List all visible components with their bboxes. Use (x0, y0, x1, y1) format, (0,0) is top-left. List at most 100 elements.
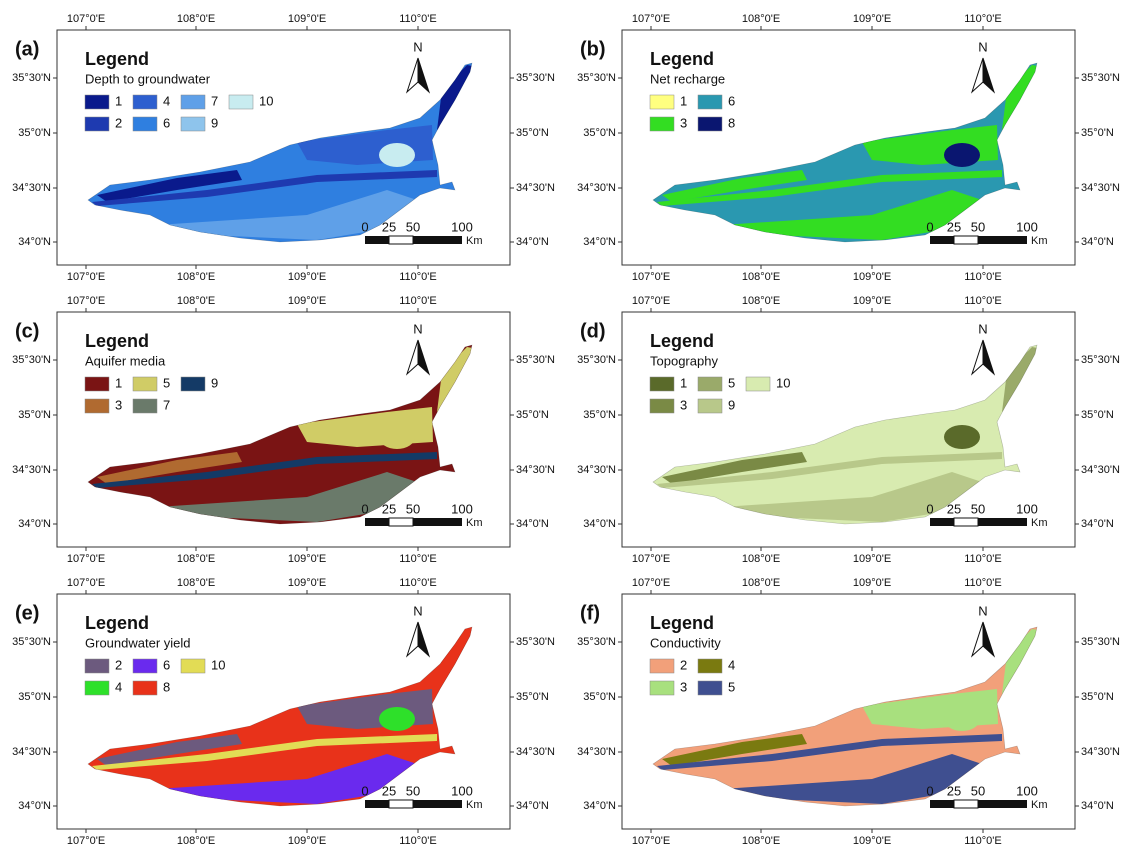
latitude-label: 35°0'N (1081, 127, 1114, 139)
longitude-label: 109°0'E (288, 835, 326, 846)
legend-label: 9 (211, 375, 218, 390)
scale-bar (413, 800, 462, 808)
latitude-label: 35°0'N (18, 127, 51, 139)
legend-layer: Net recharge (650, 71, 725, 86)
latitude-label: 34°0'N (1081, 518, 1114, 530)
longitude-label: 107°0'E (632, 835, 670, 846)
legend-swatch (650, 681, 674, 695)
legend-swatch (85, 377, 109, 391)
legend-swatch (85, 399, 109, 413)
latitude-label: 35°0'N (1081, 409, 1114, 421)
longitude-label: 108°0'E (742, 271, 780, 283)
longitude-label: 108°0'E (177, 13, 215, 25)
scale-label: 50 (406, 219, 420, 234)
longitude-label: 108°0'E (742, 577, 780, 589)
latitude-label: 34°0'N (18, 518, 51, 530)
latitude-label: 35°30'N (1081, 636, 1120, 648)
longitude-label: 109°0'E (288, 13, 326, 25)
latitude-label: 35°30'N (516, 636, 555, 648)
class-zone (944, 425, 980, 449)
longitude-label: 107°0'E (67, 577, 105, 589)
longitude-label: 108°0'E (742, 13, 780, 25)
scale-label: 0 (361, 219, 368, 234)
legend-label: 8 (728, 115, 735, 130)
legend-swatch (746, 377, 770, 391)
legend-title: Legend (85, 613, 149, 633)
longitude-label: 107°0'E (632, 577, 670, 589)
scale-unit: Km (466, 235, 483, 247)
legend-swatch (133, 117, 157, 131)
latitude-label: 35°30'N (12, 636, 51, 648)
latitude-label: 35°30'N (577, 636, 616, 648)
scale-label: 100 (451, 501, 473, 516)
legend-label: 9 (211, 115, 218, 130)
legend-swatch (181, 377, 205, 391)
longitude-label: 108°0'E (742, 835, 780, 846)
latitude-label: 35°0'N (583, 127, 616, 139)
latitude-label: 34°30'N (577, 746, 616, 758)
scale-label: 25 (382, 783, 396, 798)
longitude-label: 109°0'E (288, 271, 326, 283)
scale-label: 25 (947, 219, 961, 234)
class-zone (379, 707, 415, 731)
class-zone (944, 143, 980, 167)
latitude-label: 34°30'N (1081, 182, 1120, 194)
longitude-label: 109°0'E (853, 295, 891, 307)
latitude-label: 34°0'N (583, 800, 616, 812)
legend-label: 5 (728, 679, 735, 694)
figure: 107°0'E 107°0'E 108°0'E 108°0'E 109°0'E 109°0… (0, 0, 1122, 846)
longitude-label: 110°0'E (964, 553, 1002, 565)
legend-title: Legend (650, 331, 714, 351)
legend-swatch (85, 681, 109, 695)
scale-bar (389, 236, 413, 244)
legend-swatch (85, 117, 109, 131)
scale-bar (978, 518, 1027, 526)
scale-label: 0 (361, 501, 368, 516)
latitude-label: 35°30'N (577, 72, 616, 84)
legend-label: 10 (211, 657, 225, 672)
longitude-label: 110°0'E (399, 553, 437, 565)
legend-label: 10 (259, 93, 273, 108)
legend-label: 2 (115, 115, 122, 130)
map-panel: 107°0'E107°0'E108°0'E108°0'E109°0'E109°0… (12, 13, 555, 283)
latitude-label: 35°30'N (516, 354, 555, 366)
latitude-label: 35°30'N (12, 354, 51, 366)
legend-title: Legend (85, 331, 149, 351)
scale-label: 100 (1016, 783, 1038, 798)
legend-swatch (85, 95, 109, 109)
legend-swatch (698, 681, 722, 695)
legend-label: 10 (776, 375, 790, 390)
latitude-label: 34°0'N (516, 800, 549, 812)
legend-label: 3 (680, 679, 687, 694)
legend-label: 6 (163, 657, 170, 672)
scale-label: 100 (451, 783, 473, 798)
longitude-label: 110°0'E (964, 835, 1002, 846)
scale-bar (413, 236, 462, 244)
scale-bar (389, 518, 413, 526)
scale-label: 50 (971, 783, 985, 798)
latitude-label: 35°0'N (583, 691, 616, 703)
latitude-label: 34°0'N (1081, 236, 1114, 248)
scale-unit: Km (1031, 517, 1048, 529)
longitude-label: 109°0'E (853, 13, 891, 25)
longitude-label: 109°0'E (288, 295, 326, 307)
legend-title: Legend (650, 49, 714, 69)
scale-bar (365, 236, 389, 244)
panel-label: (a) (15, 38, 39, 60)
scale-bar (954, 236, 978, 244)
latitude-label: 34°30'N (577, 182, 616, 194)
legend-layer: Groundwater yield (85, 635, 191, 650)
north-label: N (978, 603, 987, 618)
longitude-label: 110°0'E (964, 577, 1002, 589)
latitude-label: 34°30'N (516, 464, 555, 476)
legend-label: 7 (163, 397, 170, 412)
longitude-label: 108°0'E (177, 271, 215, 283)
scale-bar (365, 800, 389, 808)
scale-unit: Km (1031, 235, 1048, 247)
longitude-label: 108°0'E (177, 835, 215, 846)
scale-bar (413, 518, 462, 526)
latitude-label: 35°0'N (516, 409, 549, 421)
legend-title: Legend (650, 613, 714, 633)
legend-swatch (181, 117, 205, 131)
panel-label: (f) (580, 602, 600, 624)
